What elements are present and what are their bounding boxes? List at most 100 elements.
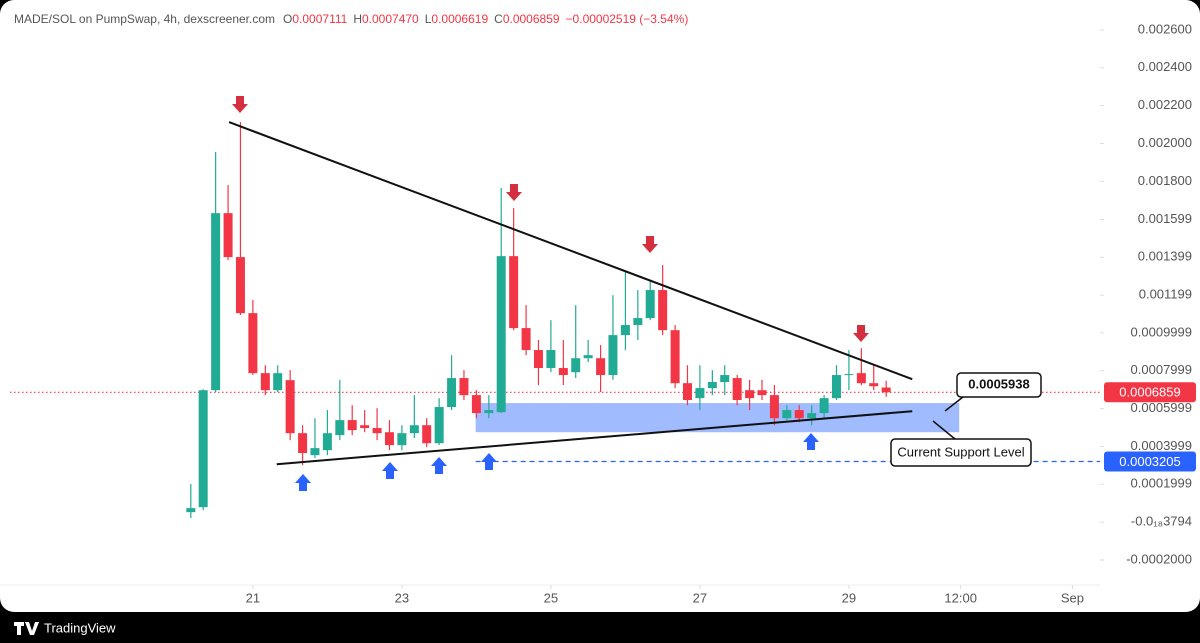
x-tick-label: 29	[842, 590, 856, 605]
candle-body	[707, 382, 717, 389]
candle-body	[807, 413, 817, 419]
candle-body	[471, 395, 481, 414]
trendline	[228, 121, 913, 381]
support-arrow	[481, 453, 497, 470]
candle-body	[645, 290, 655, 319]
price-label: 0.0003205	[1119, 454, 1180, 469]
candle-body	[322, 433, 332, 451]
price-badge	[1104, 451, 1196, 472]
resistance-arrow	[232, 96, 248, 113]
chart-background	[0, 0, 1200, 612]
candle-body	[273, 373, 283, 391]
ohlc-value: 0.0007470	[362, 12, 419, 26]
candle-body	[186, 508, 196, 513]
candle-body	[782, 410, 792, 419]
x-tick-label: 23	[395, 590, 409, 605]
y-tick-label: 0.001800	[1138, 173, 1192, 188]
y-tick-label: 0.002400	[1138, 59, 1192, 74]
x-tick-label: 12:00	[944, 590, 977, 605]
candle-body	[608, 335, 618, 376]
candle-body	[682, 383, 692, 401]
candle-body	[298, 433, 308, 454]
support-arrow	[382, 462, 398, 479]
ohlc-label: O	[283, 12, 292, 26]
candle-body	[769, 395, 779, 419]
ohlc-value: 0.0006859	[503, 12, 560, 26]
y-tick-label: 0.0001999	[1131, 476, 1192, 491]
x-tick-label: 21	[246, 590, 260, 605]
candle-body	[248, 313, 258, 374]
candle-body	[223, 213, 233, 258]
y-tick-label: 0.002200	[1138, 97, 1192, 112]
candle-body	[484, 410, 494, 414]
candle-body	[571, 358, 581, 373]
candle-body	[583, 355, 593, 359]
candle-body	[819, 398, 829, 414]
candle-body	[285, 380, 295, 434]
candle-body	[869, 383, 879, 387]
y-tick-label: 0.002600	[1138, 21, 1192, 36]
candle-body	[360, 425, 370, 429]
callout-box	[890, 438, 1032, 467]
y-tick-label: 0.001599	[1138, 211, 1192, 226]
y-tick-label: -0.0₁₈3794	[1131, 514, 1192, 529]
footer: TradingView	[14, 620, 116, 635]
candle-body	[670, 330, 680, 384]
callout-box	[956, 372, 1042, 398]
logo	[14, 622, 39, 635]
support-arrow	[803, 433, 819, 450]
candle-body	[521, 328, 531, 351]
callout-pointer	[932, 420, 956, 440]
candle-body	[335, 420, 345, 436]
candle-body	[856, 373, 866, 384]
x-tick-label: Sep	[1061, 590, 1084, 605]
ohlc-label: H	[353, 12, 362, 26]
candle-body	[844, 374, 854, 376]
candle-body	[695, 388, 705, 399]
candle-body	[794, 410, 804, 419]
candle-body	[260, 373, 270, 391]
candle-body	[409, 425, 419, 434]
title: MADE/SOL on PumpSwap, 4h, dexscreener.co…	[14, 12, 275, 26]
source: TradingView	[44, 620, 116, 635]
candle-body	[596, 358, 606, 376]
candle-body	[422, 425, 432, 444]
resistance-arrow	[642, 236, 658, 253]
candle-body	[459, 378, 469, 396]
plot-area	[10, 121, 1100, 519]
y-tick-label: 0.0009999	[1131, 324, 1192, 339]
candle-body	[434, 407, 444, 444]
candle-body	[558, 368, 568, 376]
candle-body	[620, 325, 630, 336]
y-tick-label: 0.0003999	[1131, 438, 1192, 453]
support-arrow	[431, 457, 447, 474]
callout-pointer	[944, 396, 964, 412]
candle-body	[198, 390, 208, 508]
change: −0.00002519 (−3.54%)	[566, 12, 689, 26]
candle-body	[546, 350, 556, 369]
candle-body	[732, 378, 742, 401]
candle-body	[310, 448, 320, 456]
candle-body	[384, 432, 394, 446]
resistance-arrow	[506, 184, 522, 201]
candle-body	[881, 387, 891, 393]
price-label: 0.0006859	[1119, 385, 1180, 400]
y-tick-label: 0.0007999	[1131, 362, 1192, 377]
y-tick-label: -0.0002000	[1126, 551, 1192, 566]
candle-body	[496, 256, 506, 413]
x-tick-label: 27	[693, 590, 707, 605]
candle-body	[397, 433, 407, 446]
candle-body	[347, 420, 357, 431]
price-badge	[1104, 382, 1196, 403]
trendline	[276, 410, 913, 466]
ohlc-value: 0.0007111	[292, 12, 347, 26]
candle-body	[211, 213, 221, 391]
support-arrow	[295, 474, 311, 491]
y-tick-label: 0.001199	[1139, 287, 1192, 302]
y-tick-label: 0.002000	[1138, 135, 1192, 150]
candle-body	[447, 378, 457, 408]
y-tick-label: 0.001399	[1138, 249, 1192, 264]
candle-body	[235, 257, 245, 314]
